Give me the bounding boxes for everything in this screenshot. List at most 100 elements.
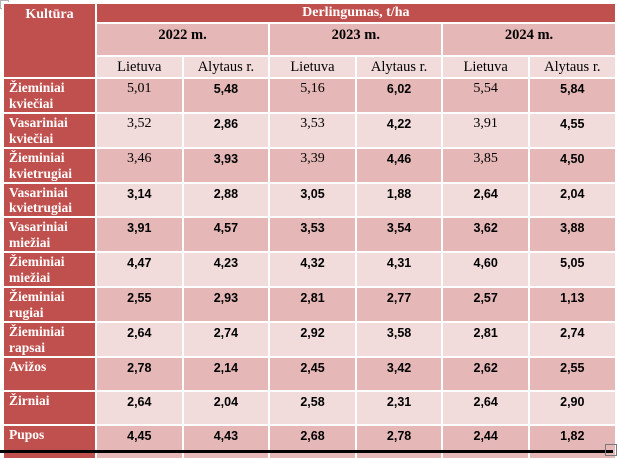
region-header: Lietuva xyxy=(441,55,530,79)
yield-value: 2,78 xyxy=(95,355,184,392)
yield-value: 2,64 xyxy=(441,181,530,219)
yield-value: 2,93 xyxy=(181,286,271,323)
yield-value: 5,54 xyxy=(441,77,530,114)
table-title: Derlingumas, t/ha xyxy=(95,2,617,24)
crop-name: Žieminiai rapsai xyxy=(2,320,97,358)
yield-value: 2,88 xyxy=(181,181,271,219)
yield-value: 3,53 xyxy=(268,111,357,149)
table-row: Vasariniai kviečiai 3,52 2,86 3,53 4,22 … xyxy=(2,111,617,149)
crop-name: Žieminiai kvietrugiai xyxy=(2,146,97,184)
yield-value: 4,23 xyxy=(181,251,271,289)
yield-value: 5,48 xyxy=(181,77,271,114)
table-row: Vasariniai miežiai 3,91 4,57 3,53 3,54 3… xyxy=(2,216,617,254)
yield-value: 3,88 xyxy=(527,216,617,254)
table-resize-handle[interactable] xyxy=(605,444,617,456)
yield-value: 3,39 xyxy=(268,146,357,184)
yield-value: 4,32 xyxy=(268,251,357,289)
yield-value: 2,31 xyxy=(354,389,444,426)
yield-value: 2,04 xyxy=(527,181,617,219)
column-header-kultura: Kultūra xyxy=(2,2,97,79)
yield-value: 5,01 xyxy=(95,77,184,114)
yield-value: 1,88 xyxy=(354,181,444,219)
yield-value: 5,05 xyxy=(527,251,617,289)
yield-value: 2,64 xyxy=(95,320,184,358)
crop-name: Avižos xyxy=(2,355,97,392)
yield-value: 3,85 xyxy=(441,146,530,184)
crop-name: Vasariniai kvietrugiai xyxy=(2,181,97,219)
yield-value: 6,02 xyxy=(354,77,444,114)
yield-value: 2,74 xyxy=(181,320,271,358)
yield-value: 2,55 xyxy=(95,286,184,323)
yield-value: 2,55 xyxy=(527,355,617,392)
crop-name: Žieminiai rugiai xyxy=(2,286,97,323)
yield-value: 2,14 xyxy=(181,355,271,392)
yield-value: 2,90 xyxy=(527,389,617,426)
region-header: Alytaus r. xyxy=(354,55,444,79)
yield-value: 4,57 xyxy=(181,216,271,254)
yield-value: 5,16 xyxy=(268,77,357,114)
yield-value: 2,81 xyxy=(441,320,530,358)
yield-value: 2,04 xyxy=(181,389,271,426)
table-row: Avižos 2,78 2,14 2,45 3,42 2,62 2,55 xyxy=(2,355,617,392)
yield-value: 3,54 xyxy=(354,216,444,254)
yield-value: 2,62 xyxy=(441,355,530,392)
yield-value: 1,13 xyxy=(527,286,617,323)
yield-value: 3,58 xyxy=(354,320,444,358)
yield-value: 2,45 xyxy=(268,355,357,392)
yield-value: 3,42 xyxy=(354,355,444,392)
yield-value: 4,50 xyxy=(527,146,617,184)
yield-value: 5,84 xyxy=(527,77,617,114)
region-header: Alytaus r. xyxy=(527,55,617,79)
region-header: Lietuva xyxy=(95,55,184,79)
yield-value: 2,78 xyxy=(354,423,444,458)
yield-value: 4,43 xyxy=(181,423,271,458)
yield-value: 4,60 xyxy=(441,251,530,289)
year-header-2023: 2023 m. xyxy=(268,22,444,57)
yield-value: 4,31 xyxy=(354,251,444,289)
yield-value: 2,81 xyxy=(268,286,357,323)
table-row: Vasariniai kvietrugiai 3,14 2,88 3,05 1,… xyxy=(2,181,617,219)
yield-value: 2,77 xyxy=(354,286,444,323)
yield-value: 3,93 xyxy=(181,146,271,184)
bottom-border-line xyxy=(0,450,613,453)
yield-value: 2,86 xyxy=(181,111,271,149)
yield-value: 2,58 xyxy=(268,389,357,426)
yield-value: 2,64 xyxy=(95,389,184,426)
yield-value: 4,47 xyxy=(95,251,184,289)
table-row: Pupos 4,45 4,43 2,68 2,78 2,44 1,82 xyxy=(2,423,617,458)
yield-value: 3,91 xyxy=(441,111,530,149)
yield-value: 4,45 xyxy=(95,423,184,458)
yield-value: 4,46 xyxy=(354,146,444,184)
yield-value: 3,05 xyxy=(268,181,357,219)
yield-value: 3,53 xyxy=(268,216,357,254)
crop-name: Vasariniai miežiai xyxy=(2,216,97,254)
yield-value: 2,44 xyxy=(441,423,530,458)
yield-value: 3,46 xyxy=(95,146,184,184)
crop-name: Žieminiai miežiai xyxy=(2,251,97,289)
yield-value: 4,22 xyxy=(354,111,444,149)
year-header-2022: 2022 m. xyxy=(94,22,271,57)
yield-value: 2,57 xyxy=(441,286,530,323)
yield-value: 3,62 xyxy=(441,216,530,254)
crop-name: Žirniai xyxy=(2,389,97,426)
yield-value: 4,55 xyxy=(527,111,617,149)
region-header: Lietuva xyxy=(268,55,357,79)
yield-value: 3,52 xyxy=(95,111,184,149)
table-row: Žieminiai kviečiai 5,01 5,48 5,16 6,02 5… xyxy=(2,77,617,114)
yield-value: 3,91 xyxy=(95,216,184,254)
yield-value: 2,74 xyxy=(527,320,617,358)
table-row: Lietuva Alytaus r. Lietuva Alytaus r. Li… xyxy=(3,55,617,79)
table-row: Žieminiai rapsai 2,64 2,74 2,92 3,58 2,8… xyxy=(2,320,617,358)
crop-name: Žieminiai kviečiai xyxy=(2,77,97,114)
table-row: Kultūra Derlingumas, t/ha xyxy=(2,2,617,79)
yield-value: 1,82 xyxy=(527,423,617,458)
region-header: Alytaus r. xyxy=(181,55,271,79)
yield-value: 2,68 xyxy=(268,423,357,458)
table-row: 2022 m. 2023 m. 2024 m. xyxy=(3,22,617,57)
yield-value: 2,64 xyxy=(441,389,530,426)
table-row: Žieminiai rugiai 2,55 2,93 2,81 2,77 2,5… xyxy=(2,286,617,323)
table-row: Žieminiai miežiai 4,47 4,23 4,32 4,31 4,… xyxy=(2,251,617,289)
yield-value: 2,92 xyxy=(268,320,357,358)
